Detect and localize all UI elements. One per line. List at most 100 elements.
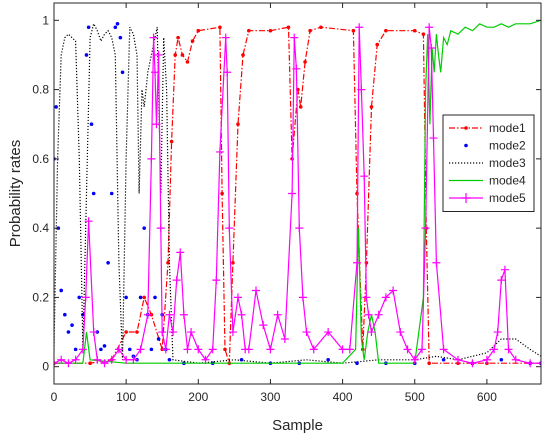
series-mode1-point bbox=[124, 330, 128, 334]
x-tick-label: 0 bbox=[51, 390, 58, 404]
series-mode2-point bbox=[77, 295, 82, 300]
series-mode5-point bbox=[122, 355, 131, 364]
y-tick-label: 0.2 bbox=[32, 290, 49, 304]
series-mode2-point bbox=[63, 312, 67, 317]
series-mode1-point bbox=[218, 25, 222, 30]
legend-mode3-label: mode3 bbox=[489, 156, 526, 170]
series-mode2-point bbox=[499, 357, 504, 362]
series-mode5-point bbox=[81, 293, 90, 302]
legend: mode1 mode2 mode3 mode4 mode5 bbox=[442, 114, 535, 212]
series-mode5-point bbox=[136, 345, 145, 354]
series-mode5-point bbox=[353, 258, 362, 267]
series-mode5-point bbox=[374, 310, 383, 319]
series-mode2-point bbox=[115, 21, 120, 26]
series-mode5-point bbox=[149, 33, 158, 42]
series-mode1-point bbox=[196, 28, 201, 33]
series-mode5-point bbox=[221, 33, 230, 42]
series-mode5-point bbox=[367, 328, 376, 337]
series-mode1-point bbox=[142, 295, 146, 300]
series-mode5-point bbox=[511, 355, 520, 364]
series-mode1-point bbox=[384, 28, 388, 33]
series-mode1-point bbox=[308, 28, 312, 33]
series-mode2-point bbox=[167, 357, 172, 362]
series-mode5-point bbox=[309, 345, 318, 354]
series-mode2-point bbox=[156, 337, 161, 341]
series-mode5-point bbox=[295, 224, 304, 233]
series-mode2-point bbox=[239, 357, 244, 362]
legend-mode1-marker bbox=[464, 126, 468, 130]
series-mode5-point bbox=[244, 345, 253, 354]
series-mode1-point bbox=[319, 25, 323, 30]
series-mode1-point bbox=[427, 361, 431, 366]
x-tick-label: 200 bbox=[188, 390, 208, 404]
legend-mode4-label: mode4 bbox=[489, 174, 526, 188]
series-mode5-point bbox=[208, 345, 217, 354]
series-mode5-point bbox=[201, 355, 210, 364]
series-layer bbox=[54, 19, 541, 368]
series-mode5-point bbox=[345, 345, 354, 354]
x-tick-label: 400 bbox=[333, 390, 353, 404]
series-mode2-point bbox=[73, 347, 78, 352]
series-mode5-point bbox=[364, 310, 373, 319]
series-mode1-point bbox=[236, 122, 240, 127]
series-mode5-point bbox=[223, 68, 232, 77]
series-mode5-point bbox=[417, 345, 426, 354]
series-mode1-point bbox=[355, 191, 359, 196]
series-mode1-point bbox=[176, 35, 180, 40]
series-mode5-point bbox=[156, 224, 165, 233]
series-mode1-point bbox=[231, 260, 235, 265]
series-mode5-point bbox=[454, 355, 463, 364]
series-mode5-point bbox=[228, 328, 237, 337]
series-mode2-point bbox=[149, 347, 154, 352]
series-mode1-point bbox=[173, 53, 178, 57]
series-mode1-point bbox=[303, 60, 307, 64]
series-mode5-point bbox=[252, 286, 261, 295]
series-mode1-point bbox=[268, 28, 273, 33]
series-mode5-point bbox=[410, 355, 419, 364]
series-mode5-point bbox=[292, 64, 301, 73]
series-mode5-point bbox=[266, 345, 275, 354]
series-mode1-point bbox=[375, 42, 380, 47]
series-mode5-point bbox=[298, 293, 307, 302]
series-mode5-point bbox=[100, 359, 109, 368]
series-mode5-point bbox=[396, 328, 405, 337]
series-mode5-point bbox=[187, 328, 196, 337]
series-mode5-point bbox=[288, 189, 297, 198]
series-mode5-point bbox=[381, 293, 390, 302]
series-mode5-point bbox=[152, 120, 161, 129]
series-mode5-point bbox=[147, 154, 156, 163]
series-mode2-point bbox=[118, 35, 123, 40]
series-mode2-point bbox=[66, 330, 71, 334]
series-mode2-point bbox=[142, 226, 146, 230]
series-mode5-point bbox=[169, 328, 178, 337]
legend-mode1-label: mode1 bbox=[489, 121, 526, 135]
series-mode5-point bbox=[497, 276, 506, 285]
series-mode5-point bbox=[114, 345, 123, 354]
series-mode5-point bbox=[158, 328, 167, 337]
series-mode5-point bbox=[129, 355, 138, 364]
series-mode4 bbox=[54, 19, 541, 364]
series-mode2 bbox=[54, 21, 541, 366]
series-mode1-point bbox=[421, 32, 426, 36]
series-mode2-point bbox=[113, 25, 118, 30]
series-mode1-point bbox=[286, 25, 291, 30]
series-mode5-point bbox=[179, 310, 188, 319]
x-tick-label: 100 bbox=[116, 390, 136, 404]
series-mode2-point bbox=[84, 53, 89, 57]
y-tick-label: 0 bbox=[42, 360, 49, 374]
series-mode5-point bbox=[172, 276, 181, 285]
series-mode5-point bbox=[357, 85, 366, 94]
series-mode1-point bbox=[241, 53, 245, 57]
series-mode5-point bbox=[57, 355, 66, 364]
series-mode1-point bbox=[223, 347, 227, 352]
series-mode1-line bbox=[54, 26, 541, 364]
series-mode5-point bbox=[165, 310, 174, 319]
series-mode5-point bbox=[107, 355, 116, 364]
series-mode5-point bbox=[225, 224, 234, 233]
series-mode5-point bbox=[78, 345, 87, 354]
series-mode5-point bbox=[54, 359, 58, 368]
series-mode2-point bbox=[70, 323, 74, 327]
series-mode5-point bbox=[280, 334, 289, 343]
series-mode2-point bbox=[89, 122, 94, 127]
